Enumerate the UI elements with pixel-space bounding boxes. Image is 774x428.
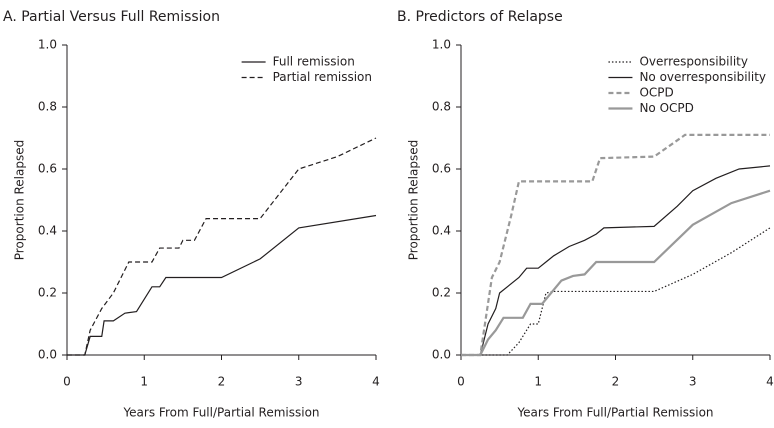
- y-tick-label: 0.2: [38, 286, 57, 300]
- legend-label: Full remission: [273, 55, 355, 69]
- y-tick-label: 0.8: [38, 100, 57, 114]
- x-axis-label: Years From Full/Partial Remission: [122, 406, 319, 420]
- legend-label: No OCPD: [639, 101, 693, 115]
- y-tick-label: 0.8: [432, 100, 451, 114]
- x-tick-label: 1: [140, 375, 148, 389]
- line-series: [461, 133, 770, 357]
- x-tick-label: 3: [689, 375, 697, 389]
- line-series: [461, 189, 771, 357]
- x-tick-label: 4: [372, 375, 380, 389]
- chart-title: B. Predictors of Relapse: [397, 9, 563, 25]
- y-tick-label: 0.2: [432, 286, 451, 300]
- x-tick-label: 1: [534, 375, 542, 389]
- x-tick-label: 4: [766, 375, 774, 389]
- y-axis-label: Proportion Relapsed: [407, 140, 421, 260]
- line-series: [67, 214, 377, 356]
- legend-label: No overresponsibility: [639, 70, 766, 84]
- x-tick-label: 2: [612, 375, 620, 389]
- y-tick-label: 1.0: [432, 38, 451, 52]
- line-series: [461, 165, 771, 356]
- y-axis-label: Proportion Relapsed: [13, 140, 27, 260]
- panel: B. Predictors of Relapse 0.0 0.2 0.4 0.6 0.8 1…: [397, 9, 774, 420]
- x-tick-label: 0: [457, 375, 465, 389]
- x-tick-label: 0: [63, 375, 71, 389]
- x-axis-label: Years From Full/Partial Remission: [516, 406, 713, 420]
- y-tick-label: 0.6: [432, 162, 451, 176]
- x-tick-label: 2: [218, 375, 226, 389]
- chart-title: A. Partial Versus Full Remission: [3, 9, 220, 25]
- line-series: [67, 137, 377, 356]
- legend-label: Partial remission: [273, 70, 372, 84]
- panel: A. Partial Versus Full Remission 0.0 0.2 0.…: [3, 9, 380, 420]
- x-tick-label: 3: [295, 375, 303, 389]
- y-tick-label: 0.0: [432, 348, 451, 362]
- y-tick-label: 0.6: [38, 162, 57, 176]
- y-tick-label: 0.0: [38, 348, 57, 362]
- legend-label: Overresponsibility: [639, 55, 748, 69]
- y-tick-label: 0.4: [432, 224, 451, 238]
- y-tick-label: 1.0: [38, 38, 57, 52]
- line-series: [461, 227, 771, 356]
- legend-label: OCPD: [639, 86, 673, 100]
- y-tick-label: 0.4: [38, 224, 57, 238]
